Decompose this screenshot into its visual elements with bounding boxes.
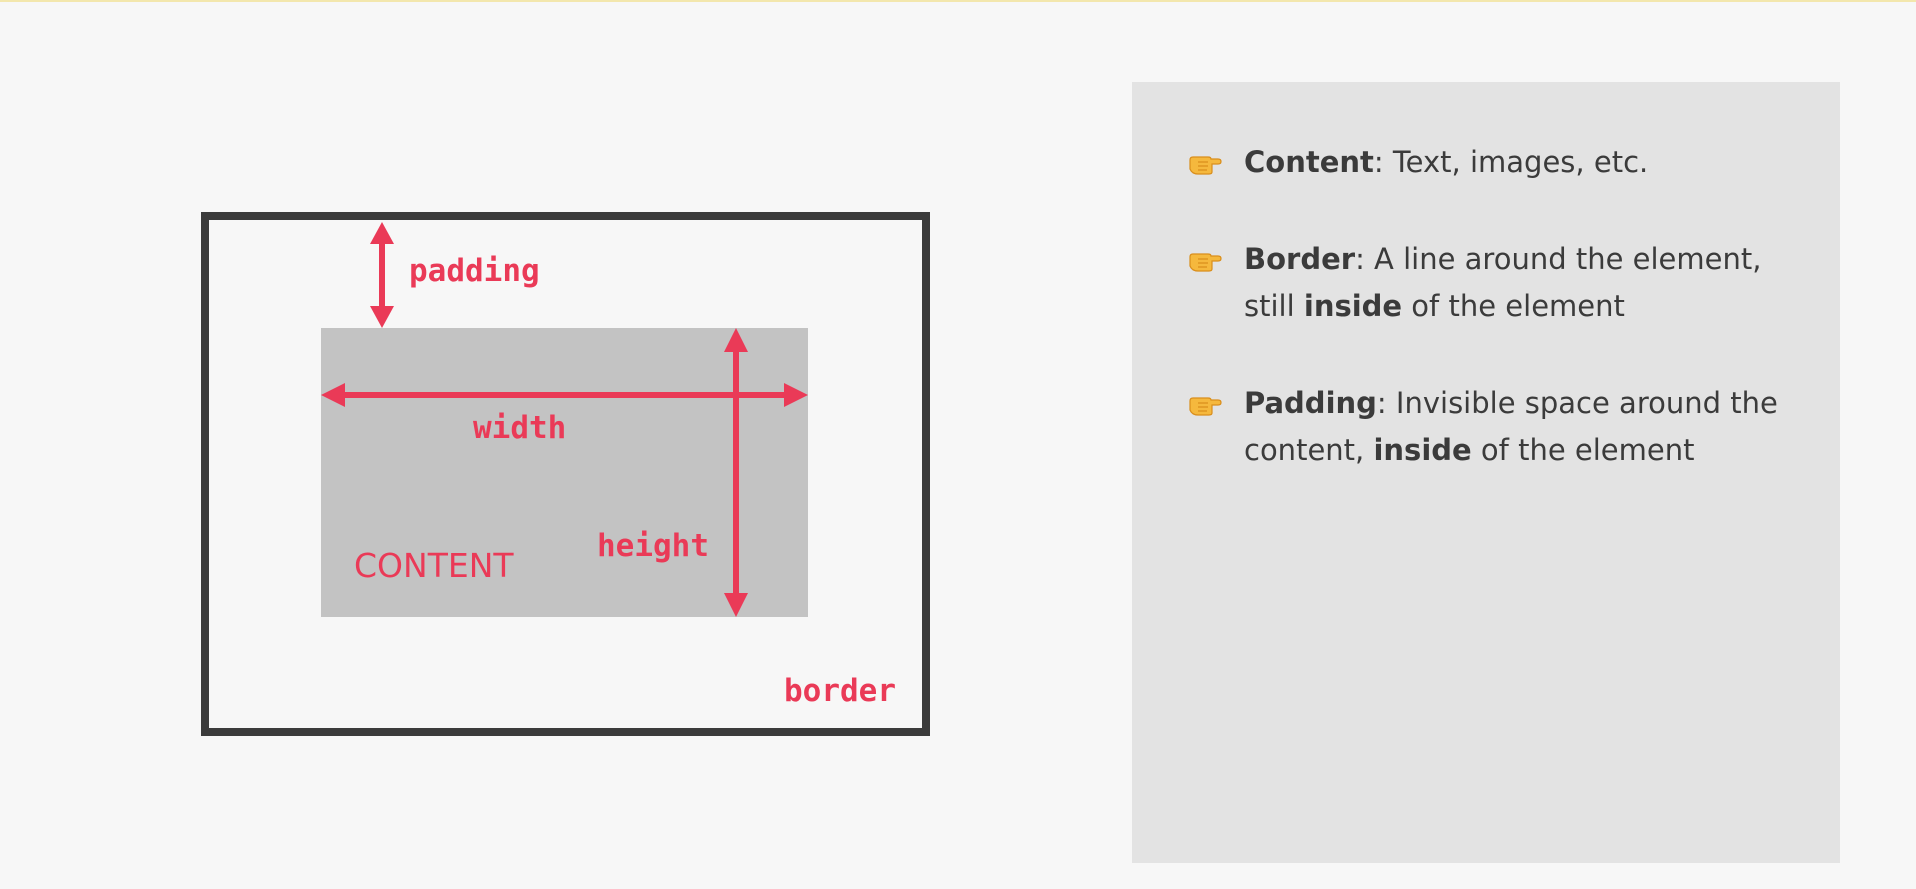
box-model-diagram: padding width height CONTENT border — [201, 212, 930, 736]
definition-body-end: of the element — [1471, 433, 1695, 467]
height-label: height — [597, 528, 709, 564]
height-arrow-head-up — [724, 328, 748, 352]
definition-body: : A line around the element, still — [1244, 242, 1762, 323]
emphasis-inside: inside — [1303, 289, 1403, 323]
padding-arrow-head-down — [370, 306, 394, 328]
term-content: Content — [1244, 145, 1374, 179]
emphasis-inside: inside — [1373, 433, 1472, 467]
pointing-hand-icon — [1189, 397, 1222, 416]
term-padding: Padding — [1244, 386, 1377, 420]
pointing-hand-icon — [1189, 156, 1222, 175]
definition-text: Content: Text, images, etc. — [1244, 139, 1804, 186]
top-accent-line — [0, 0, 1916, 2]
border-label: border — [784, 673, 896, 709]
padding-label: padding — [409, 253, 540, 289]
content-box — [321, 328, 808, 617]
definition-text: Border: A line around the element, still… — [1244, 236, 1804, 330]
definition-body-end: of the element — [1402, 289, 1625, 323]
definitions-panel: Content: Text, images, etc. Border: A li… — [1132, 82, 1840, 863]
definition-text: Padding: Invisible space around the cont… — [1244, 380, 1804, 474]
pointing-hand-icon — [1189, 253, 1222, 272]
content-label: CONTENT — [354, 546, 514, 585]
definition-body: : Text, images, etc. — [1373, 145, 1649, 179]
padding-arrow-head-up — [370, 222, 394, 244]
definition-body: : Invisible space around the content, — [1244, 386, 1778, 467]
width-label: width — [473, 410, 567, 446]
height-arrow-head-down — [724, 593, 748, 617]
width-arrow-head-left — [321, 383, 345, 407]
dimension-arrows — [321, 222, 808, 617]
width-arrow-head-right — [784, 383, 808, 407]
term-border: Border — [1244, 242, 1356, 276]
